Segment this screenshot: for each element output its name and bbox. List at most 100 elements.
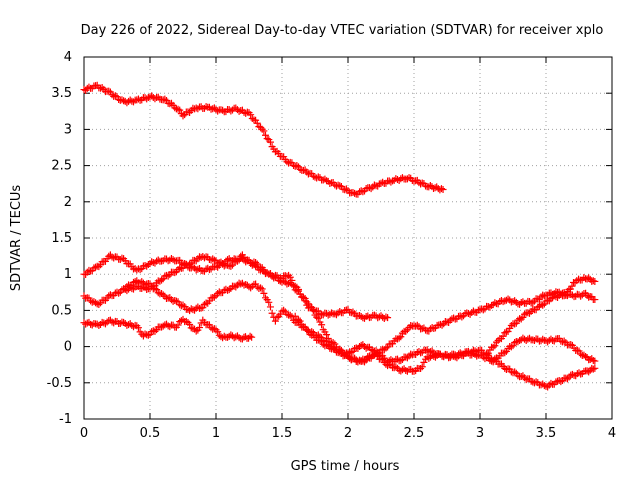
data-point xyxy=(151,327,159,335)
data-point xyxy=(197,319,205,327)
data-point xyxy=(314,173,322,181)
y-axis-label: SDTVAR / TECUs xyxy=(9,185,24,292)
data-point xyxy=(128,97,136,105)
data-point xyxy=(397,357,405,365)
data-point xyxy=(367,185,375,193)
data-point xyxy=(370,181,378,189)
data-point xyxy=(524,309,532,317)
data-point xyxy=(464,347,472,355)
x-tick-label: 3 xyxy=(476,426,484,441)
series-sat-g xyxy=(483,274,599,358)
data-point xyxy=(232,333,240,341)
data-point xyxy=(248,333,256,341)
data-point xyxy=(174,321,182,329)
data-point xyxy=(484,349,492,357)
data-point xyxy=(299,293,307,301)
data-point xyxy=(214,290,222,298)
data-point xyxy=(379,345,387,353)
data-point xyxy=(158,276,166,284)
data-point xyxy=(144,331,152,339)
data-point xyxy=(87,297,95,305)
data-point xyxy=(589,277,597,285)
data-point xyxy=(529,299,537,307)
data-point xyxy=(286,311,294,319)
data-point xyxy=(242,109,250,117)
data-point xyxy=(367,346,375,354)
data-point xyxy=(177,317,185,325)
data-point xyxy=(542,382,550,390)
data-point xyxy=(392,363,400,371)
data-point xyxy=(153,286,161,294)
data-point xyxy=(106,291,114,299)
data-point xyxy=(517,373,525,381)
data-point xyxy=(512,319,520,327)
data-point xyxy=(138,278,146,286)
data-point xyxy=(458,313,466,321)
data-point xyxy=(431,184,439,192)
data-point xyxy=(382,313,390,321)
data-point xyxy=(336,348,344,356)
data-point xyxy=(179,112,187,120)
data-point xyxy=(291,312,299,320)
data-point xyxy=(283,310,291,318)
data-point xyxy=(319,176,327,184)
data-point xyxy=(591,364,599,372)
grid xyxy=(84,57,612,419)
data-point xyxy=(258,125,266,133)
data-point xyxy=(108,91,116,99)
data-point xyxy=(397,333,405,341)
data-point xyxy=(200,254,208,262)
data-point xyxy=(200,104,208,112)
data-point xyxy=(192,104,200,112)
data-point xyxy=(288,276,296,284)
data-point xyxy=(134,324,142,332)
data-point xyxy=(493,338,500,346)
data-point xyxy=(172,297,180,305)
data-point xyxy=(237,252,245,260)
data-point xyxy=(225,286,233,294)
data-point xyxy=(589,365,597,373)
data-point xyxy=(413,321,421,329)
data-point xyxy=(171,296,179,304)
data-point xyxy=(539,335,547,343)
data-point xyxy=(347,356,355,364)
data-point xyxy=(586,356,594,364)
data-point xyxy=(398,174,406,182)
data-point xyxy=(136,266,144,274)
data-point xyxy=(291,286,299,294)
data-point xyxy=(171,104,179,112)
data-point xyxy=(146,280,154,288)
data-point xyxy=(219,260,227,268)
data-point xyxy=(323,331,331,339)
chart-title: Day 226 of 2022, Sidereal Day-to-day VTE… xyxy=(81,23,604,38)
data-point xyxy=(265,270,273,278)
data-point xyxy=(134,95,142,103)
data-point xyxy=(186,260,194,268)
data-point xyxy=(266,303,274,311)
data-point xyxy=(174,105,182,113)
data-point xyxy=(361,343,368,351)
data-point xyxy=(446,352,454,360)
y-axis: -1 -0.5 0 0.5 1 1.5 2 2.5 3 3.5 4 xyxy=(47,50,612,427)
data-point xyxy=(194,265,202,273)
data-point xyxy=(304,327,312,335)
data-point xyxy=(257,266,265,274)
data-point xyxy=(210,256,218,264)
data-point xyxy=(511,320,519,328)
data-point xyxy=(100,319,108,327)
data-point xyxy=(295,316,302,324)
data-point xyxy=(342,185,350,193)
data-point xyxy=(522,376,530,384)
data-point xyxy=(469,307,477,315)
data-point xyxy=(258,285,266,293)
data-point xyxy=(402,366,410,374)
data-point xyxy=(186,320,194,328)
data-point xyxy=(504,295,512,303)
data-point xyxy=(88,321,96,329)
data-point xyxy=(382,344,390,352)
data-point xyxy=(560,337,568,345)
series-sat-f xyxy=(291,312,599,391)
data-point xyxy=(290,282,298,290)
data-point xyxy=(526,334,533,342)
data-point xyxy=(187,324,195,332)
